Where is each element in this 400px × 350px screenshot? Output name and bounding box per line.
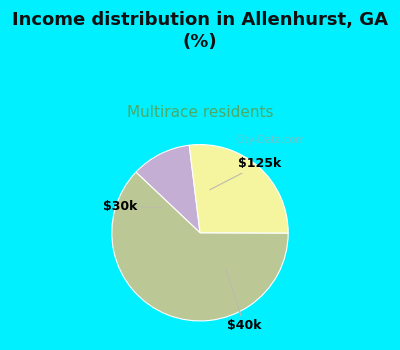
Text: Multirace residents: Multirace residents [127,105,273,120]
Wedge shape [189,145,288,233]
Text: Income distribution in Allenhurst, GA
(%): Income distribution in Allenhurst, GA (%… [12,10,388,51]
Text: $125k: $125k [210,158,282,190]
Text: $30k: $30k [104,200,164,213]
Wedge shape [136,145,200,233]
Text: $40k: $40k [226,268,261,332]
Text: City-Data.com: City-Data.com [236,135,306,145]
Wedge shape [112,172,288,321]
